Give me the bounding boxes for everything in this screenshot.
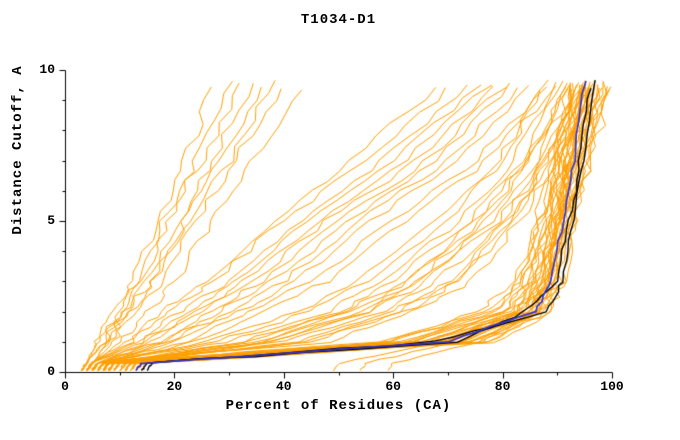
x-axis-label: Percent of Residues (CA)	[225, 398, 452, 414]
y-tick-label: 0	[47, 364, 55, 379]
x-tick-label: 40	[275, 379, 292, 394]
x-tick-label: 80	[494, 379, 511, 394]
x-tick-label: 100	[600, 379, 624, 394]
x-tick-label: 60	[385, 379, 401, 394]
x-tick-label: 0	[61, 379, 69, 394]
y-axis-label: Distance Cutoff, A	[10, 65, 26, 235]
x-tick-label: 20	[166, 379, 183, 394]
y-tick-label: 10	[39, 62, 55, 77]
chart-title: T1034-D1	[300, 12, 377, 28]
y-tick-label: 5	[47, 213, 55, 228]
